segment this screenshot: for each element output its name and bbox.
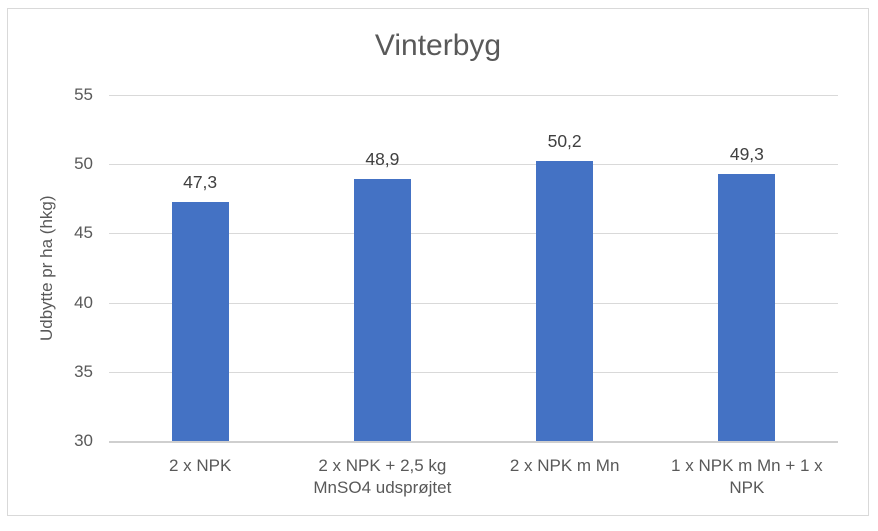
- y-tick-label: 55: [74, 85, 93, 104]
- data-label-1: 47,3: [183, 171, 218, 192]
- data-label-4: 49,3: [729, 143, 764, 164]
- chart-title: Vinterbyg: [374, 29, 502, 62]
- gridline: [109, 233, 838, 235]
- data-label-2: 48,9: [365, 149, 400, 170]
- x-category-label-1: 2 x NPK: [168, 456, 232, 475]
- gridline: [109, 302, 838, 304]
- bar-2: [353, 179, 411, 441]
- plot-area: 30 35 40 45 50 55 47,3 48,9 50,2 49,3 2 x NPK 2 x…: [74, 85, 838, 497]
- y-tick-label: 40: [74, 292, 93, 312]
- bar-3: [536, 161, 594, 441]
- y-tick-label: 50: [74, 154, 93, 174]
- gridline: [109, 371, 838, 373]
- chart-frame: Vinterbyg Udbytte pr ha (hkg) 30 35 40 45 50…: [7, 8, 869, 516]
- gridline: [109, 95, 838, 96]
- gridline: [109, 164, 838, 166]
- y-tick-labels: 30 35 40 45 50 55: [39, 85, 101, 450]
- bar-1: [171, 201, 229, 441]
- data-label-3: 50,2: [547, 131, 582, 152]
- y-tick-label: 35: [74, 361, 93, 381]
- x-category-label-3: 2 x NPK m Mn: [509, 456, 620, 475]
- bar-4: [718, 173, 776, 441]
- x-category-label-4: 1 x NPK m Mn + 1 x NPK: [671, 456, 823, 498]
- x-category-label-2: 2 x NPK + 2,5 kg MnSO4 udsprøjtet: [313, 456, 452, 498]
- y-tick-label: 30: [74, 431, 93, 450]
- x-axis-line: [109, 441, 838, 443]
- y-tick-label: 45: [74, 223, 93, 243]
